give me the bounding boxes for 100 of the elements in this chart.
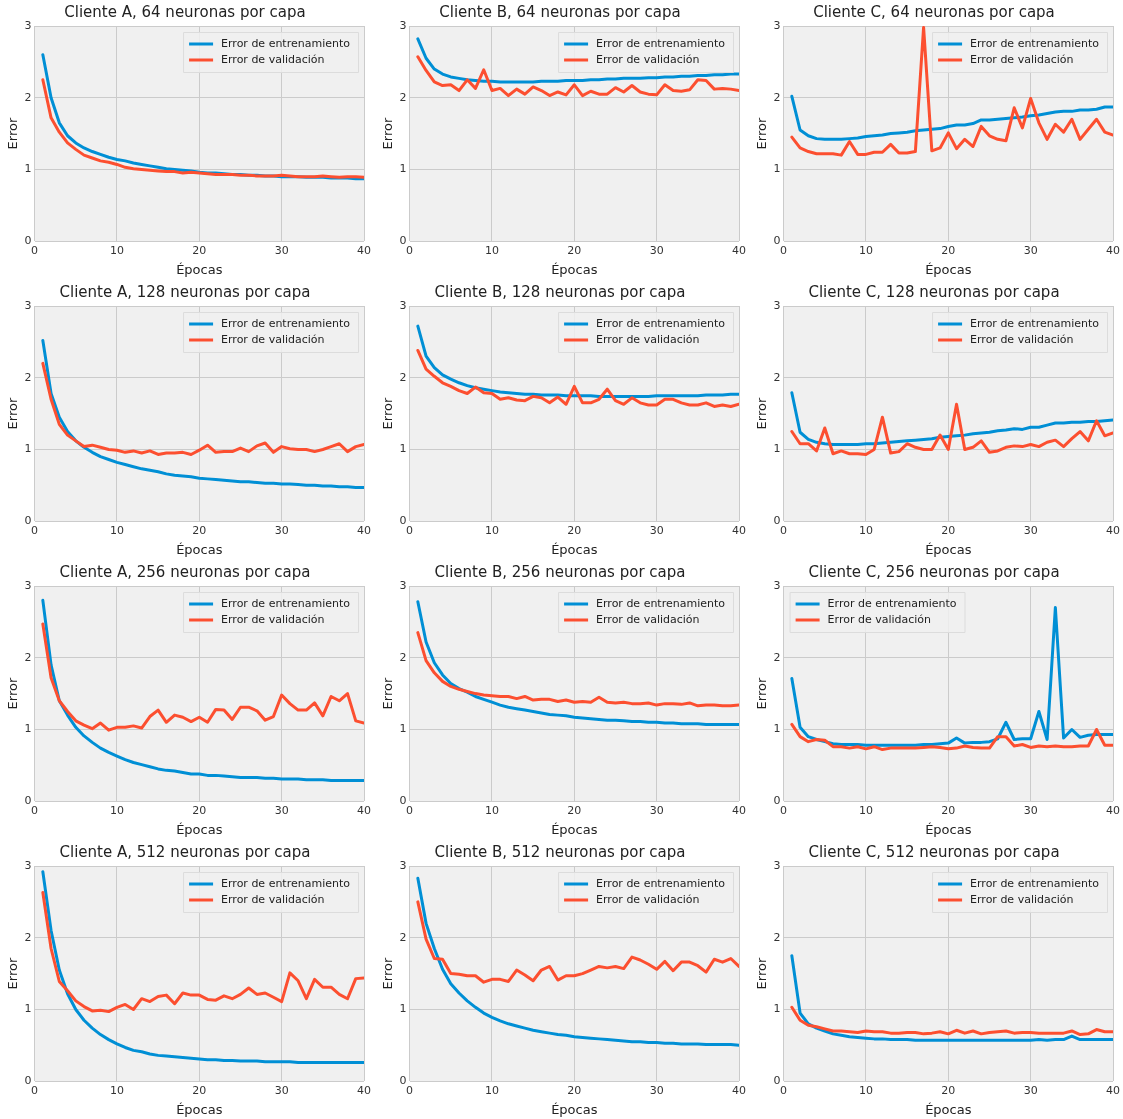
x-tick-label: 20 <box>192 1083 207 1097</box>
x-tick-label: 20 <box>941 523 956 537</box>
x-tick-label: 40 <box>731 1083 746 1097</box>
legend-label: Error de validación <box>970 52 1074 66</box>
y-axis-title: Error <box>379 677 395 710</box>
x-tick-label: 40 <box>731 803 746 817</box>
chart-title: Cliente A, 512 neuronas por capa <box>59 842 311 861</box>
x-tick-label: 10 <box>484 803 499 817</box>
y-tick-label: 1 <box>399 722 407 736</box>
legend-label: Error de entrenamiento <box>970 876 1100 890</box>
x-tick-label: 30 <box>649 1083 664 1097</box>
y-axis-title: Error <box>5 117 21 150</box>
y-tick-label: 1 <box>24 442 32 456</box>
legend-label: Error de validación <box>221 52 325 66</box>
y-tick-label: 0 <box>24 234 32 248</box>
legend-label: Error de entrenamiento <box>970 316 1100 330</box>
y-tick-label: 3 <box>399 18 407 32</box>
legend-label: Error de entrenamiento <box>827 596 957 610</box>
legend-label: Error de entrenamiento <box>221 36 351 50</box>
y-tick-label: 2 <box>773 370 781 384</box>
x-tick-label: 40 <box>1106 243 1120 257</box>
y-tick-label: 3 <box>24 858 32 872</box>
x-tick-label: 30 <box>274 803 289 817</box>
y-tick-label: 3 <box>773 858 781 872</box>
legend-label: Error de validación <box>827 612 932 626</box>
x-tick-label: 40 <box>357 523 371 537</box>
x-tick-label: 20 <box>566 803 581 817</box>
chart-title: Cliente C, 512 neuronas por capa <box>808 842 1060 861</box>
legend-label: Error de entrenamiento <box>221 316 351 330</box>
legend-label: Error de validación <box>595 52 700 66</box>
x-axis-title: Épocas <box>925 821 972 837</box>
x-tick-label: 20 <box>941 243 956 257</box>
x-axis-title: Épocas <box>925 541 972 557</box>
y-tick-label: 2 <box>773 930 781 944</box>
x-tick-label: 20 <box>192 243 207 257</box>
x-tick-label: 30 <box>1023 523 1038 537</box>
chart-title: Cliente C, 64 neuronas por capa <box>813 2 1055 21</box>
x-tick-label: 10 <box>109 1083 124 1097</box>
y-tick-label: 0 <box>773 1074 781 1088</box>
x-tick-label: 10 <box>109 243 124 257</box>
y-tick-label: 0 <box>399 514 407 528</box>
x-tick-label: 10 <box>109 523 124 537</box>
x-axis-title: Épocas <box>925 1101 972 1117</box>
y-tick-label: 0 <box>773 234 781 248</box>
x-tick-label: 40 <box>1106 523 1120 537</box>
y-tick-label: 0 <box>24 794 32 808</box>
legend-label: Error de entrenamiento <box>595 876 725 890</box>
y-axis-title: Error <box>5 677 21 710</box>
y-axis-title: Error <box>754 957 770 990</box>
y-tick-label: 0 <box>399 794 407 808</box>
y-tick-label: 3 <box>399 858 407 872</box>
y-tick-label: 2 <box>24 370 32 384</box>
x-tick-label: 20 <box>566 1083 581 1097</box>
x-tick-label: 20 <box>192 803 207 817</box>
y-tick-label: 0 <box>24 514 32 528</box>
x-tick-label: 30 <box>649 803 664 817</box>
x-tick-label: 30 <box>274 523 289 537</box>
x-axis-title: Épocas <box>550 541 598 557</box>
y-axis-title: Error <box>5 397 21 430</box>
y-tick-label: 0 <box>24 1074 32 1088</box>
x-axis-title: Épocas <box>925 261 972 277</box>
y-tick-label: 1 <box>399 162 407 176</box>
y-tick-label: 0 <box>399 1074 407 1088</box>
x-tick-label: 40 <box>1106 803 1120 817</box>
y-tick-label: 1 <box>24 722 32 736</box>
chart-title: Cliente A, 64 neuronas por capa <box>64 2 306 21</box>
x-tick-label: 10 <box>858 803 873 817</box>
y-tick-label: 1 <box>399 1002 407 1016</box>
x-axis-title: Épocas <box>176 541 223 557</box>
chart-title: Cliente B, 256 neuronas por capa <box>434 562 685 581</box>
chart-title: Cliente B, 128 neuronas por capa <box>434 282 685 301</box>
y-tick-label: 1 <box>773 442 781 456</box>
y-axis-title: Error <box>5 957 21 990</box>
legend-label: Error de entrenamiento <box>221 876 351 890</box>
x-tick-label: 30 <box>649 523 664 537</box>
y-tick-label: 2 <box>24 930 32 944</box>
legend-label: Error de entrenamiento <box>595 596 725 610</box>
x-tick-label: 10 <box>484 1083 499 1097</box>
x-tick-label: 30 <box>1023 1083 1038 1097</box>
x-axis-title: Épocas <box>176 1101 223 1117</box>
y-axis-title: Error <box>379 397 395 430</box>
x-axis-title: Épocas <box>550 821 598 837</box>
legend-label: Error de entrenamiento <box>595 36 725 50</box>
x-tick-label: 40 <box>731 523 746 537</box>
y-tick-label: 3 <box>773 298 781 312</box>
y-tick-label: 2 <box>773 90 781 104</box>
chart-title: Cliente C, 128 neuronas por capa <box>808 282 1060 301</box>
y-tick-label: 0 <box>399 234 407 248</box>
chart-title: Cliente C, 256 neuronas por capa <box>808 562 1060 581</box>
x-tick-label: 20 <box>192 523 207 537</box>
y-tick-label: 3 <box>399 298 407 312</box>
chart-title: Cliente B, 64 neuronas por capa <box>438 2 681 21</box>
legend-label: Error de validación <box>221 612 325 626</box>
x-tick-label: 10 <box>858 1083 873 1097</box>
y-axis-title: Error <box>379 957 395 990</box>
y-tick-label: 3 <box>24 18 32 32</box>
x-tick-label: 20 <box>566 243 581 257</box>
x-tick-label: 10 <box>858 523 873 537</box>
y-tick-label: 1 <box>773 162 781 176</box>
x-tick-label: 20 <box>941 803 956 817</box>
